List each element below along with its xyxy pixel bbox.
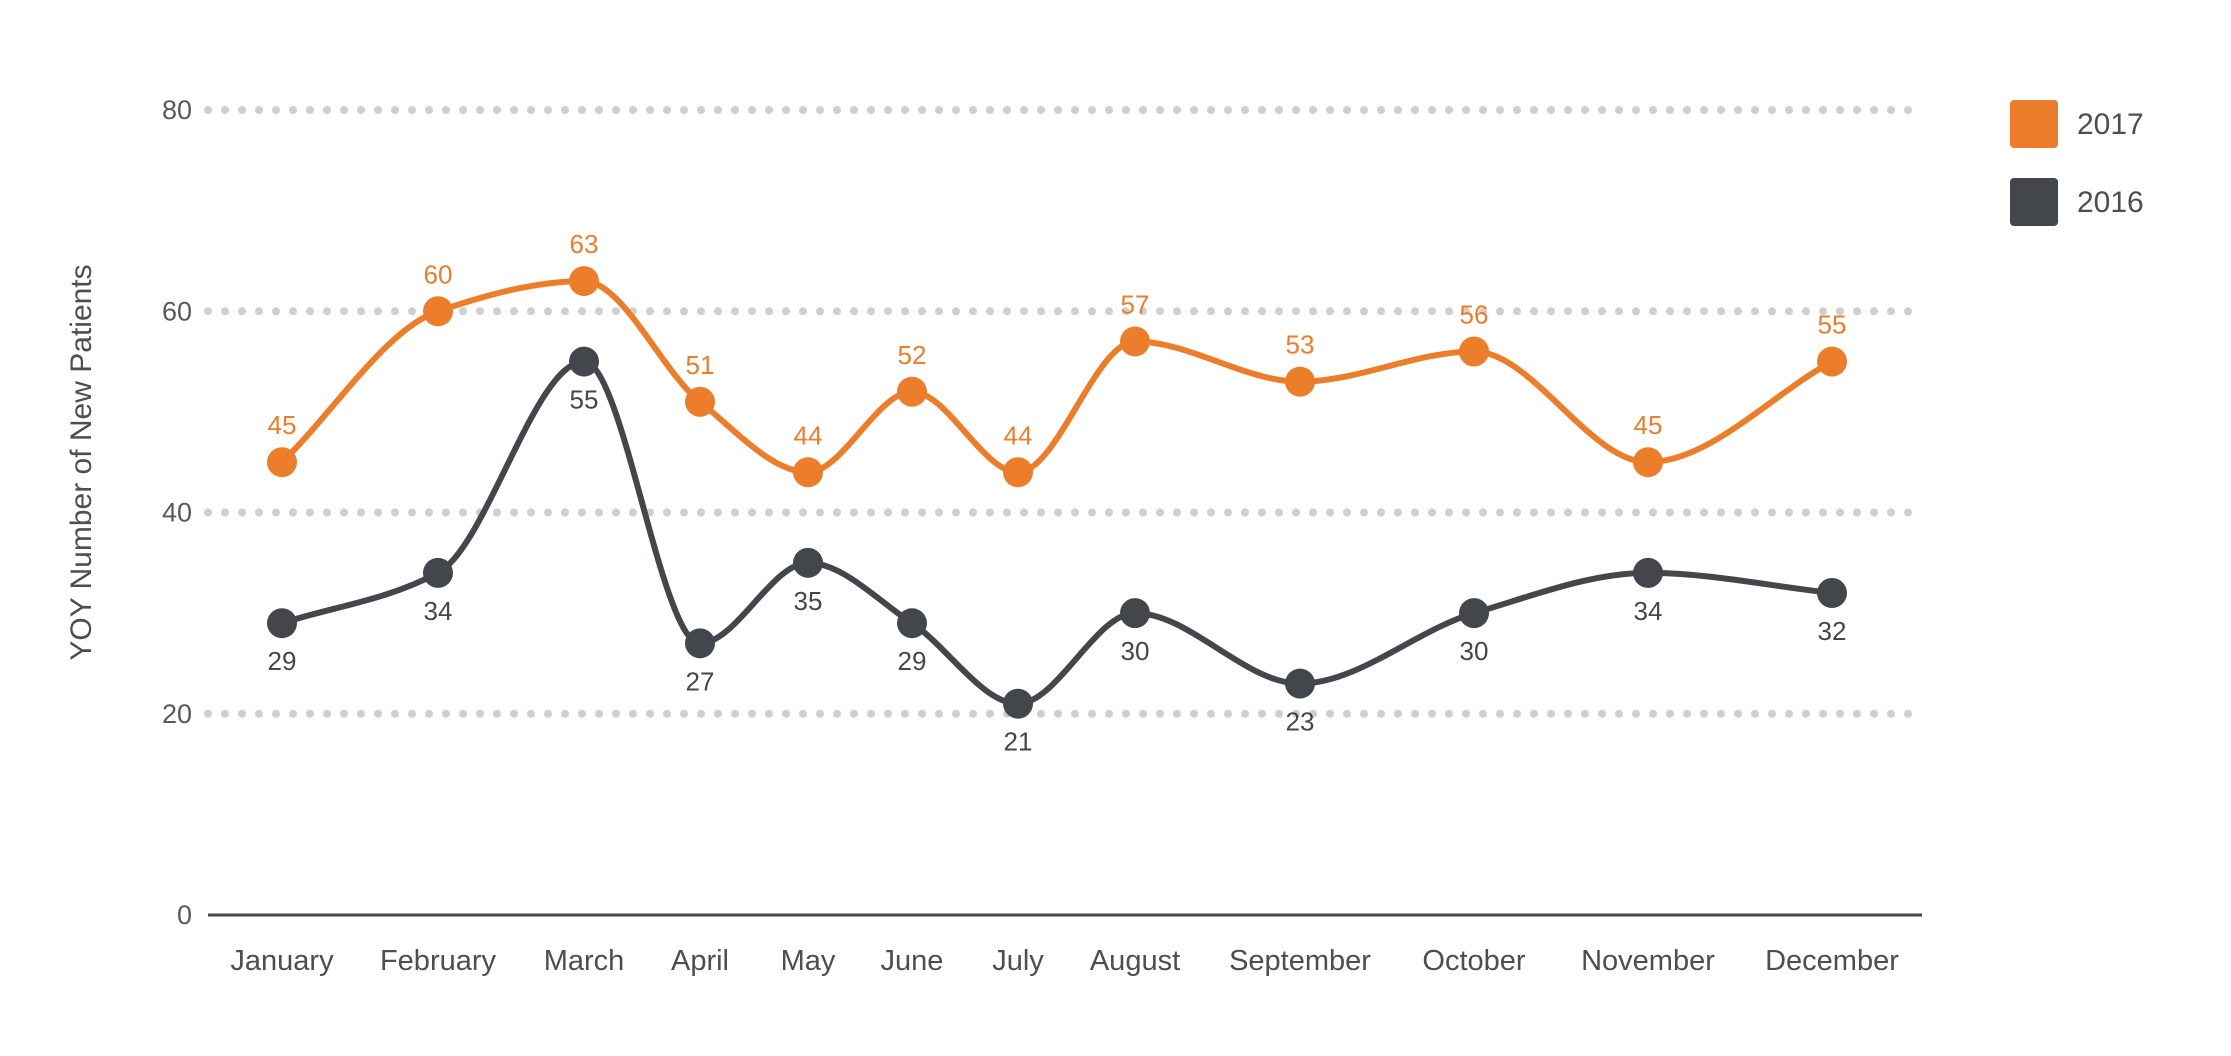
- series-lines: [279, 278, 1835, 707]
- data-label-2017: 45: [1634, 410, 1663, 440]
- data-labels: 45 60 63 51 44 52 44 57 53 56 45 55 29 34 55 27 35 29 21 30…: [268, 229, 1847, 757]
- data-point-2016: [793, 547, 823, 578]
- data-label-2017: 45: [268, 410, 297, 440]
- data-label-2017: 44: [794, 420, 823, 450]
- data-point-2016: [423, 557, 453, 588]
- data-point-2016: [897, 608, 927, 639]
- y-axis-label: YOY Number of New Patients: [65, 264, 98, 660]
- data-point-2016: [569, 346, 599, 377]
- legend-swatch-2016: [2010, 178, 2058, 226]
- data-label-2016: 23: [1286, 707, 1315, 737]
- legend: 2017 2016: [2010, 100, 2144, 226]
- data-label-2016: 27: [686, 666, 715, 696]
- x-tick-label: July: [992, 945, 1044, 977]
- data-label-2016: 35: [794, 586, 823, 616]
- x-tick-label: January: [230, 945, 334, 977]
- x-axis-ticks: January February March April May June July Augu…: [230, 945, 1899, 977]
- x-tick-label: June: [881, 945, 944, 977]
- data-label-2016: 34: [424, 596, 453, 626]
- data-label-2016: 34: [1634, 596, 1663, 626]
- x-tick-label: December: [1765, 945, 1899, 977]
- data-point-2016: [1285, 668, 1315, 699]
- y-tick-label: 80: [162, 95, 192, 125]
- data-point-2017: [1633, 447, 1663, 478]
- data-label-2017: 52: [898, 340, 927, 370]
- data-point-2017: [1003, 457, 1033, 488]
- data-label-2017: 60: [424, 259, 453, 289]
- data-point-2016: [685, 628, 715, 659]
- x-tick-label: October: [1422, 945, 1525, 977]
- data-point-2016: [1817, 578, 1847, 608]
- data-label-2016: 29: [268, 646, 297, 676]
- data-point-2016: [1633, 557, 1663, 588]
- data-point-2017: [267, 447, 297, 478]
- data-point-2017: [423, 296, 453, 327]
- data-point-2016: [1120, 598, 1150, 629]
- data-label-2017: 56: [1460, 300, 1489, 330]
- x-tick-label: April: [671, 945, 729, 977]
- data-label-2017: 44: [1004, 420, 1033, 450]
- y-tick-label: 40: [162, 498, 192, 528]
- data-point-2017: [1459, 336, 1489, 367]
- x-tick-label: May: [781, 945, 836, 977]
- data-label-2017: 51: [686, 350, 715, 380]
- data-point-2016: [1003, 688, 1033, 719]
- series-points: [267, 266, 1847, 719]
- series-line-2017: [279, 278, 1835, 476]
- x-tick-label: September: [1229, 945, 1371, 977]
- data-label-2016: 29: [898, 646, 927, 676]
- data-point-2016: [267, 608, 297, 639]
- x-tick-label: November: [1581, 945, 1715, 977]
- data-point-2017: [685, 386, 715, 417]
- data-label-2017: 53: [1286, 330, 1315, 360]
- data-point-2017: [793, 457, 823, 488]
- data-label-2016: 30: [1460, 636, 1489, 666]
- data-point-2017: [569, 266, 599, 297]
- data-point-2017: [1285, 366, 1315, 397]
- series-line-2016: [279, 358, 1835, 707]
- data-label-2016: 21: [1004, 727, 1033, 757]
- data-label-2016: 32: [1818, 616, 1847, 646]
- x-tick-label: February: [380, 945, 497, 977]
- data-point-2017: [1120, 326, 1150, 357]
- data-label-2016: 55: [570, 385, 599, 415]
- data-label-2017: 55: [1818, 310, 1847, 340]
- y-tick-label: 20: [162, 699, 192, 729]
- data-point-2016: [1459, 598, 1489, 629]
- legend-label-2017: 2017: [2077, 108, 2144, 141]
- data-label-2016: 30: [1121, 636, 1150, 666]
- data-point-2017: [1817, 346, 1847, 377]
- legend-label-2016: 2016: [2077, 186, 2144, 219]
- x-tick-label: March: [544, 945, 625, 977]
- legend-swatch-2017: [2010, 100, 2058, 148]
- x-tick-label: August: [1090, 945, 1180, 977]
- y-axis-ticks: 0 20 40 60 80: [162, 95, 192, 930]
- y-tick-label: 60: [162, 296, 192, 326]
- data-label-2017: 63: [570, 229, 599, 259]
- gridlines: [204, 106, 1924, 718]
- data-point-2017: [897, 376, 927, 407]
- data-label-2017: 57: [1121, 289, 1150, 319]
- y-tick-label: 0: [177, 900, 192, 930]
